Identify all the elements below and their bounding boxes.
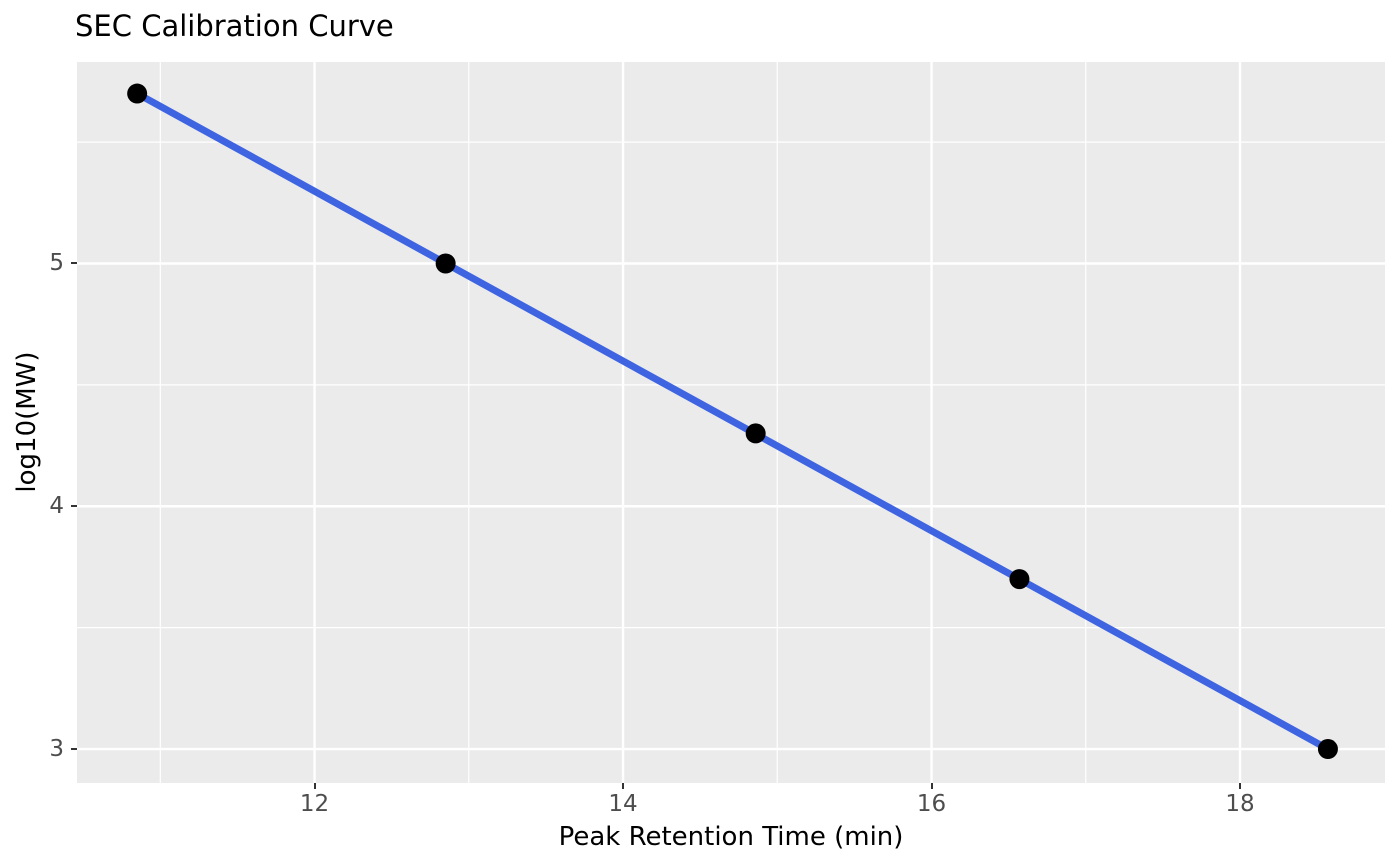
y-axis-title: log10(MW) <box>12 351 42 493</box>
x-tick-mark <box>930 783 933 789</box>
y-tick-mark <box>71 748 77 750</box>
x-tick-label: 14 <box>608 791 638 817</box>
x-tick-mark <box>313 783 316 789</box>
x-tick-mark <box>622 783 625 789</box>
trendline <box>133 90 1332 753</box>
plot-panel <box>77 62 1385 783</box>
y-tick-mark <box>71 505 77 508</box>
data-point <box>435 253 456 274</box>
data-point <box>127 83 148 104</box>
y-tick-label: 5 <box>49 250 64 277</box>
y-tick-label: 3 <box>49 736 64 762</box>
x-tick-label: 16 <box>916 791 947 817</box>
x-tick-label: 18 <box>1225 791 1255 817</box>
data-point <box>1317 739 1338 760</box>
y-tick-mark <box>71 262 77 265</box>
plot-canvas <box>77 62 1385 783</box>
data-point <box>745 423 766 444</box>
x-tick-mark <box>1239 783 1241 789</box>
data-point <box>1009 569 1030 590</box>
chart-title: SEC Calibration Curve <box>75 9 394 43</box>
y-tick-label: 4 <box>49 493 64 520</box>
x-tick-label: 12 <box>299 791 330 817</box>
x-axis-title: Peak Retention Time (min) <box>558 822 904 852</box>
